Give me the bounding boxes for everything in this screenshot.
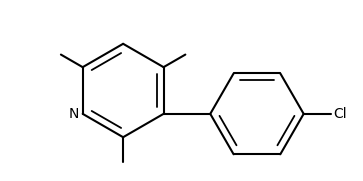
Text: Cl: Cl	[333, 107, 347, 121]
Text: N: N	[69, 107, 79, 121]
